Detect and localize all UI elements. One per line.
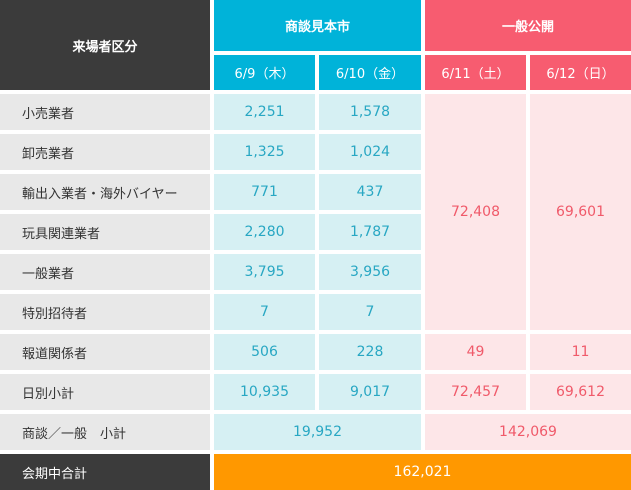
public-days-header: 一般公開 [425, 0, 631, 51]
row-label-press: 報道関係者 [0, 334, 210, 370]
cell-toy-industry-0610: 1,787 [319, 214, 421, 250]
row-label-special-guests: 特別招待者 [0, 294, 210, 330]
cell-special-guests-0610: 7 [319, 294, 421, 330]
row-label-toy-industry: 玩具関連業者 [0, 214, 210, 250]
cell-public-subtotal: 142,069 [425, 414, 631, 450]
cell-importers-0610: 437 [319, 174, 421, 210]
date-header-0611: 6/11（土） [425, 55, 526, 90]
row-label-section-subtotal: 商談／一般 小計 [0, 414, 210, 450]
cell-trade-subtotal: 19,952 [214, 414, 421, 450]
cell-public-merged-0611: 72,408 [425, 94, 526, 330]
cell-wholesalers-0609: 1,325 [214, 134, 315, 170]
cell-general-business-0610: 3,956 [319, 254, 421, 290]
row-label-importers: 輸出入業者・海外バイヤー [0, 174, 210, 210]
cell-retailers-0610: 1,578 [319, 94, 421, 130]
cell-press-0612: 11 [530, 334, 631, 370]
cell-press-0609: 506 [214, 334, 315, 370]
date-header-0610: 6/10（金） [319, 55, 421, 90]
category-header: 来場者区分 [0, 0, 210, 90]
cell-importers-0609: 771 [214, 174, 315, 210]
cell-public-merged-0612: 69,601 [530, 94, 631, 330]
row-label-retailers: 小売業者 [0, 94, 210, 130]
row-label-daily-subtotal: 日別小計 [0, 374, 210, 410]
cell-daily-0610: 9,017 [319, 374, 421, 410]
row-label-wholesalers: 卸売業者 [0, 134, 210, 170]
row-label-general-business: 一般業者 [0, 254, 210, 290]
cell-press-0611: 49 [425, 334, 526, 370]
cell-press-0610: 228 [319, 334, 421, 370]
trade-show-header: 商談見本市 [214, 0, 421, 51]
date-header-0609: 6/9（木） [214, 55, 315, 90]
cell-grand-total: 162,021 [214, 454, 631, 490]
cell-general-business-0609: 3,795 [214, 254, 315, 290]
cell-wholesalers-0610: 1,024 [319, 134, 421, 170]
cell-daily-0612: 69,612 [530, 374, 631, 410]
cell-toy-industry-0609: 2,280 [214, 214, 315, 250]
cell-daily-0611: 72,457 [425, 374, 526, 410]
cell-daily-0609: 10,935 [214, 374, 315, 410]
cell-retailers-0609: 2,251 [214, 94, 315, 130]
date-header-0612: 6/12（日） [530, 55, 631, 90]
cell-special-guests-0609: 7 [214, 294, 315, 330]
row-label-grand-total: 会期中合計 [0, 454, 210, 490]
